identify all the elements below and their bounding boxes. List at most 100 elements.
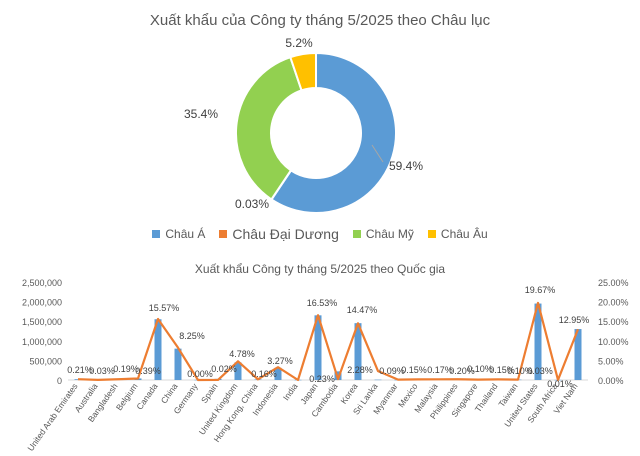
- donut-slice-label: 5.2%: [285, 36, 313, 50]
- x-tick-label: China: [159, 381, 180, 405]
- data-label: 0.03%: [527, 366, 553, 376]
- y-tick-label: 0: [57, 376, 62, 386]
- bar: [354, 323, 362, 380]
- donut-legend: Châu Á Châu Đại Dương Châu Mỹ Châu Âu: [0, 226, 640, 242]
- data-label: 19.67%: [525, 285, 556, 295]
- x-tick-label: United Arab Emirates: [25, 381, 79, 453]
- legend-swatch: [427, 230, 436, 238]
- donut-chart-title: Xuất khẩu của Công ty tháng 5/2025 theo …: [149, 12, 491, 29]
- x-tick-label: Taiwan: [496, 381, 520, 409]
- bar: [454, 379, 462, 380]
- data-label: 0.19%: [113, 364, 139, 374]
- x-tick-label: Viet Nam: [551, 381, 579, 415]
- data-label: 16.53%: [307, 298, 338, 308]
- donut-slice: [270, 51, 397, 214]
- data-label: 0.16%: [251, 369, 277, 379]
- legend-label: Châu Mỹ: [365, 227, 414, 241]
- y-tick-label: 2,500,000: [22, 278, 62, 288]
- bar: [434, 379, 442, 380]
- data-label: 4.78%: [229, 349, 255, 359]
- bar: [534, 303, 542, 380]
- legend-item-chau-au: Châu Âu: [427, 226, 488, 242]
- legend-swatch: [152, 230, 161, 238]
- bar: [554, 379, 562, 381]
- donut-slice-label: 59.4%: [389, 159, 423, 173]
- bar: [274, 367, 282, 380]
- bar: [134, 378, 142, 380]
- data-label: 0.01%: [547, 379, 573, 389]
- bar: [254, 379, 262, 380]
- bar: [194, 379, 202, 381]
- x-tick-label: Germany: [171, 381, 200, 416]
- x-tick-label: Singapore: [449, 381, 480, 419]
- data-label: 0.09%: [379, 366, 405, 376]
- legend-item-chau-a: Châu Á: [152, 226, 205, 242]
- data-label: 0.15%: [489, 365, 515, 375]
- x-tick-label: Canada: [134, 381, 159, 411]
- x-tick-label: Belgium: [114, 381, 140, 412]
- x-tick-label: Hong Kong, China: [212, 381, 260, 444]
- data-label: 0.10%: [507, 366, 533, 376]
- legend-label: Châu Âu: [440, 227, 488, 241]
- x-tick-label: Mexico: [396, 381, 420, 409]
- data-label: 0.00%: [187, 369, 213, 379]
- legend-swatch: [219, 230, 228, 238]
- y-tick-label: 500,000: [29, 356, 62, 366]
- data-label: 0.17%: [427, 365, 453, 375]
- data-label: 0.23%: [309, 374, 335, 384]
- x-tick-label: Sri Lanka: [351, 381, 380, 416]
- bar: [414, 379, 422, 380]
- data-label: 0.02%: [211, 364, 237, 374]
- data-label: 12.95%: [559, 315, 590, 325]
- y2-tick-label: 20.00%: [598, 298, 629, 308]
- y-tick-label: 2,000,000: [22, 298, 62, 308]
- donut-slice: [289, 51, 317, 92]
- y2-tick-label: 10.00%: [598, 337, 629, 347]
- x-tick-label: Indonesia: [250, 381, 279, 417]
- x-tick-label: United Kingdom: [197, 381, 240, 436]
- x-tick-label: Thailand: [473, 381, 500, 414]
- bar: [374, 379, 382, 381]
- bar: [74, 379, 82, 380]
- legend-item-chau-dai-duong: Châu Đại Dương: [219, 226, 339, 242]
- bar: [234, 362, 242, 380]
- bar: [114, 379, 122, 380]
- bar: [394, 379, 402, 381]
- data-label: 0.21%: [67, 365, 93, 375]
- data-label: 15.57%: [149, 303, 180, 313]
- data-label: 0.20%: [449, 366, 475, 376]
- x-tick-label: South Africa: [525, 381, 560, 425]
- y2-tick-label: 0.00%: [598, 376, 624, 386]
- x-tick-label: Bangladesh: [86, 381, 120, 424]
- legend-label: Châu Á: [165, 227, 206, 241]
- leader-line: [371, 144, 384, 163]
- donut-slice-label: 0.03%: [235, 197, 269, 211]
- data-label: 0.10%: [467, 364, 493, 374]
- x-tick-label: United States: [502, 381, 539, 429]
- bar-chart-title: Xuất khẩu Công ty tháng 5/2025 theo Quốc…: [194, 262, 446, 276]
- x-tick-label: India: [281, 381, 300, 402]
- bar: [514, 379, 522, 381]
- bar: [294, 379, 302, 381]
- data-label: 3.27%: [267, 356, 293, 366]
- x-tick-label: Myanmar: [371, 381, 400, 416]
- bar: [474, 379, 482, 381]
- legend-swatch: [352, 230, 361, 238]
- x-tick-label: Cambodia: [309, 381, 340, 419]
- data-label: 0.39%: [135, 366, 161, 376]
- bar: [214, 378, 222, 380]
- x-tick-label: Spain: [199, 381, 220, 405]
- donut-chart: 59.4% 0.03% 35.4% 5.2%: [184, 36, 423, 214]
- bar: [174, 348, 182, 380]
- data-label: 0.03%: [89, 366, 115, 376]
- bar: [494, 379, 502, 380]
- data-label: 2.28%: [347, 365, 373, 375]
- x-tick-label: Korea: [338, 381, 359, 406]
- x-tick-label: Malaysia: [412, 381, 440, 414]
- line-series: [77, 301, 580, 382]
- legend-label: Châu Đại Dương: [232, 226, 339, 242]
- x-tick-label: Australia: [72, 381, 99, 414]
- y2-tick-label: 5.00%: [598, 356, 624, 366]
- data-label: 0.15%: [401, 365, 427, 375]
- donut-slice-label: 35.4%: [184, 107, 218, 121]
